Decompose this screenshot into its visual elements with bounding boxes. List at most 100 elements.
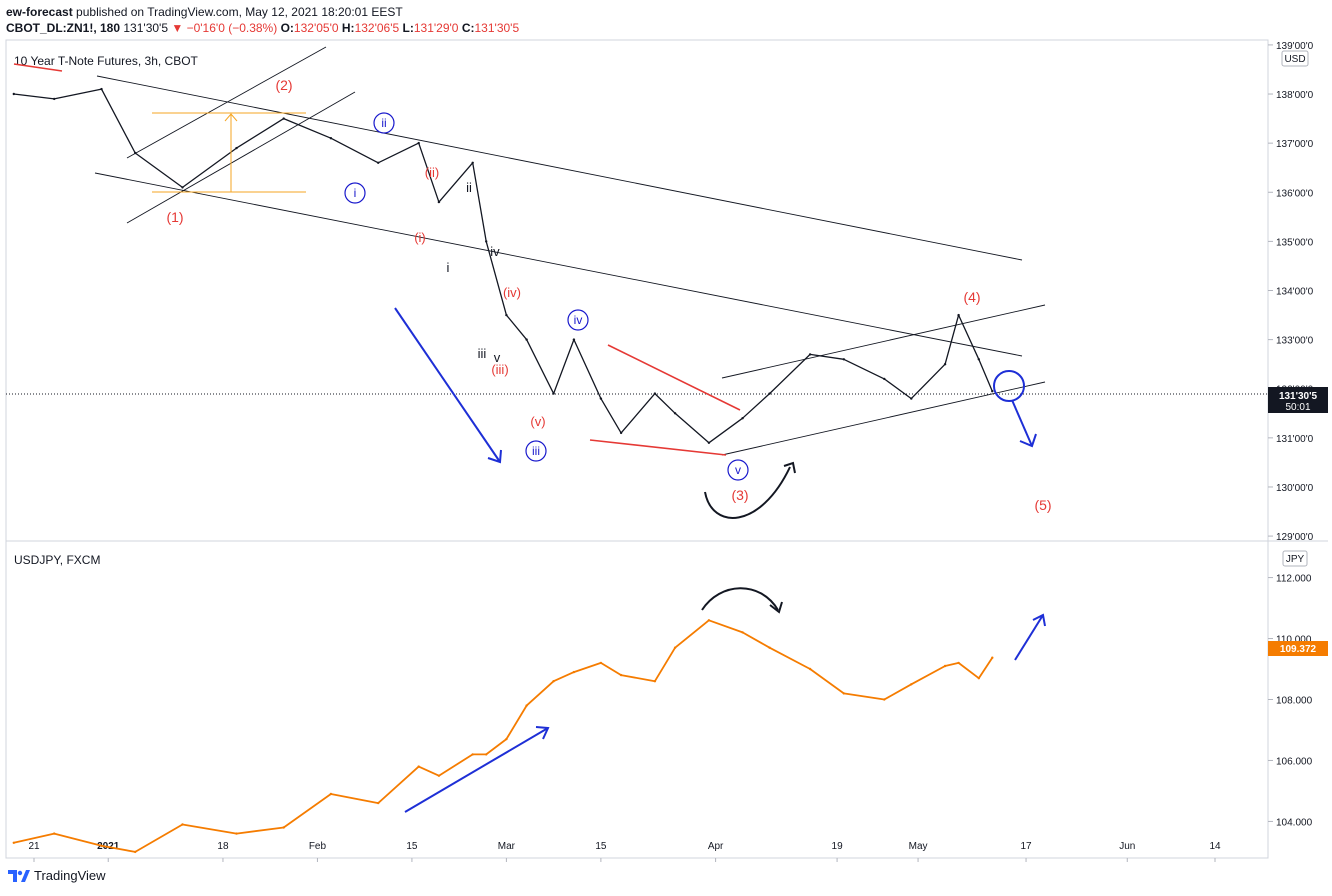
lower-currency-box[interactable]	[1282, 550, 1308, 567]
red-wedge-bottom[interactable]	[589, 439, 727, 456]
x-tick-label: May	[909, 841, 928, 852]
y-tick-label: 104.000	[1276, 817, 1313, 828]
y-tick-label: 136'00'0	[1276, 188, 1314, 199]
data-point	[437, 200, 441, 204]
lower-currency: JPY	[1286, 554, 1305, 565]
chart-header: ew-forecast published on TradingView.com…	[6, 4, 1326, 36]
data-point	[485, 240, 488, 243]
upper-currency: USD	[1284, 54, 1305, 65]
y-tick-label: 112.000	[1276, 574, 1312, 585]
y-tick-label: 129'00'0	[1276, 532, 1314, 543]
data-point	[619, 431, 623, 435]
lower-channel-line[interactable]	[94, 172, 1023, 357]
data-point	[505, 737, 508, 741]
wave-label: (4)	[963, 289, 980, 305]
low-value: 131'29'0	[413, 21, 459, 35]
data-point	[707, 619, 711, 622]
down-arrow-icon[interactable]	[394, 307, 501, 463]
data-point	[673, 646, 677, 649]
red-minor-labels: (i) (ii) (iii) (iv) (v)	[414, 165, 545, 429]
y-tick-label: 106.000	[1276, 756, 1313, 767]
data-point	[910, 683, 913, 686]
data-point	[599, 661, 603, 665]
wave-label: iv	[574, 313, 583, 327]
open-value: 132'05'0	[293, 21, 339, 35]
data-point	[134, 850, 137, 854]
data-point	[653, 392, 657, 395]
data-point	[977, 358, 980, 361]
wave4-channel-bottom[interactable]	[721, 381, 1046, 456]
lower-last-price: 109.372	[1280, 644, 1317, 655]
data-point	[282, 117, 285, 120]
data-point	[991, 656, 994, 659]
wave-label: i	[447, 260, 450, 275]
wave4-channel-top[interactable]	[721, 304, 1046, 379]
wave-label: (ii)	[425, 165, 439, 180]
y-tick-label: 108.000	[1276, 696, 1313, 707]
x-tick-label: 14	[1209, 841, 1221, 852]
close-label: C:	[461, 21, 475, 35]
x-tick-label: Apr	[708, 841, 724, 852]
wave-label: v	[494, 350, 501, 365]
tradingview-logo[interactable]: TradingView	[8, 868, 106, 883]
x-tick-label: 17	[1020, 841, 1032, 852]
wave-label: iv	[490, 244, 500, 259]
data-point	[329, 137, 333, 140]
time-axis: 21 2021 18 Feb 15 Mar 15 Apr 19 May 17 Jun 14	[28, 841, 1221, 862]
y-tick-label: 133'00'0	[1276, 336, 1314, 347]
plot-frame	[5, 39, 1269, 859]
data-point	[673, 412, 677, 415]
data-point	[471, 753, 474, 756]
wave-label: (2)	[275, 77, 292, 93]
data-point	[707, 441, 711, 444]
wave-label: ii	[466, 180, 472, 195]
data-point	[910, 397, 913, 400]
data-point	[100, 87, 103, 91]
highlight-circle[interactable]	[993, 370, 1025, 402]
wave-label: (iv)	[503, 285, 521, 300]
data-point	[437, 774, 441, 777]
up-arrow-right-icon[interactable]	[1014, 614, 1044, 661]
curved-up-arrow-icon[interactable]	[704, 466, 791, 519]
high-value: 132'06'5	[354, 21, 400, 35]
upper-pane-title: 10 Year T-Note Futures, 3h, CBOT	[14, 54, 199, 68]
x-tick-label: 21	[28, 841, 40, 852]
data-point	[957, 661, 960, 665]
wave2-channel-bottom[interactable]	[126, 91, 356, 224]
upper-channel-line[interactable]	[96, 75, 1023, 261]
wave-label: (1)	[166, 209, 183, 225]
close-value: 131'30'5	[474, 21, 520, 35]
data-point	[12, 92, 15, 96]
curved-down-arrow-icon[interactable]	[701, 587, 779, 611]
publisher-name[interactable]: ew-forecast	[6, 5, 73, 19]
up-arrow-icon[interactable]	[404, 727, 549, 813]
data-point	[977, 677, 980, 680]
arrows	[394, 307, 1046, 813]
wave-label: iii	[478, 346, 487, 361]
upper-currency-box[interactable]	[1281, 50, 1309, 67]
red-trend-lines	[13, 63, 741, 456]
y-tick-label: 139'00'0	[1276, 41, 1314, 52]
x-tick-label: 15	[595, 841, 607, 852]
data-point	[505, 313, 508, 317]
price-change: −0'16'0 (−0.38%)	[186, 21, 278, 35]
blue-circled-labels: i ii iii iv v	[344, 112, 749, 481]
y-tick-label: 138'00'0	[1276, 90, 1314, 101]
down-arrow-right-icon[interactable]	[1011, 399, 1033, 447]
data-point	[377, 161, 380, 164]
y-tick-label: 130'00'0	[1276, 483, 1314, 494]
data-point	[485, 753, 488, 756]
wave2-channel-top[interactable]	[126, 46, 327, 159]
open-label: O:	[280, 21, 294, 35]
wave-label: (3)	[731, 487, 748, 503]
data-point	[768, 392, 771, 395]
upper-series-line	[13, 88, 993, 444]
red-wedge-top[interactable]	[607, 344, 741, 411]
data-point	[768, 646, 771, 649]
low-label: L:	[402, 21, 414, 35]
last-price: 131'30'5	[123, 21, 168, 35]
data-point	[53, 97, 56, 101]
red-line-left[interactable]	[13, 63, 63, 72]
data-point	[417, 141, 420, 145]
